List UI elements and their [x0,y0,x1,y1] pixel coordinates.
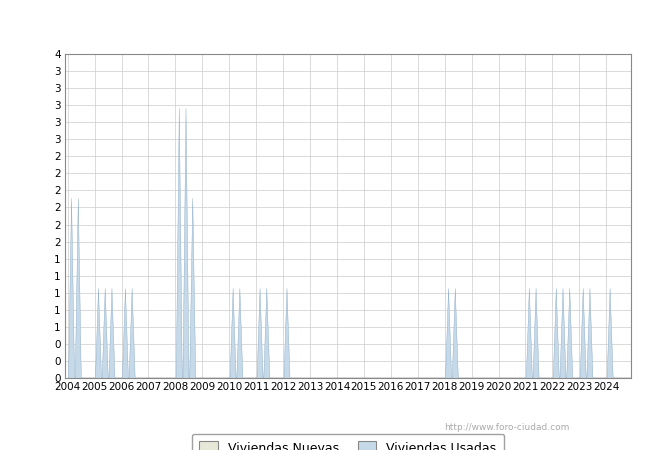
Legend: Viviendas Nuevas, Viviendas Usadas: Viviendas Nuevas, Viviendas Usadas [192,434,504,450]
Text: http://www.foro-ciudad.com: http://www.foro-ciudad.com [445,423,569,432]
Text: Barjas - Evolucion del Nº de Transacciones Inmobiliarias: Barjas - Evolucion del Nº de Transaccion… [120,15,530,30]
